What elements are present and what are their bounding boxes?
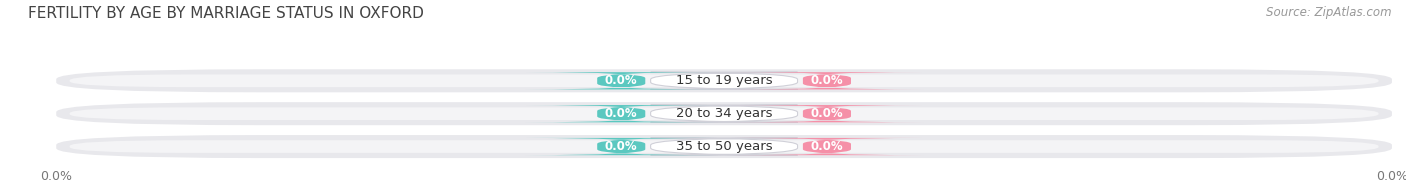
Text: FERTILITY BY AGE BY MARRIAGE STATUS IN OXFORD: FERTILITY BY AGE BY MARRIAGE STATUS IN O… — [28, 6, 425, 21]
FancyBboxPatch shape — [731, 105, 924, 122]
FancyBboxPatch shape — [56, 135, 1392, 158]
Text: 20 to 34 years: 20 to 34 years — [676, 107, 772, 120]
FancyBboxPatch shape — [69, 74, 1379, 87]
FancyBboxPatch shape — [651, 105, 797, 122]
Text: 0.0%: 0.0% — [605, 140, 637, 153]
Text: 0.0%: 0.0% — [811, 140, 844, 153]
Text: 0.0%: 0.0% — [811, 107, 844, 120]
FancyBboxPatch shape — [69, 107, 1379, 120]
FancyBboxPatch shape — [524, 138, 717, 155]
FancyBboxPatch shape — [731, 138, 924, 155]
FancyBboxPatch shape — [69, 140, 1379, 153]
Text: 0.0%: 0.0% — [811, 74, 844, 87]
Text: Source: ZipAtlas.com: Source: ZipAtlas.com — [1267, 6, 1392, 19]
FancyBboxPatch shape — [56, 69, 1392, 92]
FancyBboxPatch shape — [56, 102, 1392, 125]
FancyBboxPatch shape — [524, 105, 717, 122]
FancyBboxPatch shape — [524, 72, 717, 89]
Text: 35 to 50 years: 35 to 50 years — [676, 140, 772, 153]
Text: 0.0%: 0.0% — [605, 74, 637, 87]
Text: 0.0%: 0.0% — [605, 107, 637, 120]
FancyBboxPatch shape — [731, 72, 924, 89]
FancyBboxPatch shape — [651, 138, 797, 155]
FancyBboxPatch shape — [651, 72, 797, 89]
Text: 15 to 19 years: 15 to 19 years — [676, 74, 772, 87]
